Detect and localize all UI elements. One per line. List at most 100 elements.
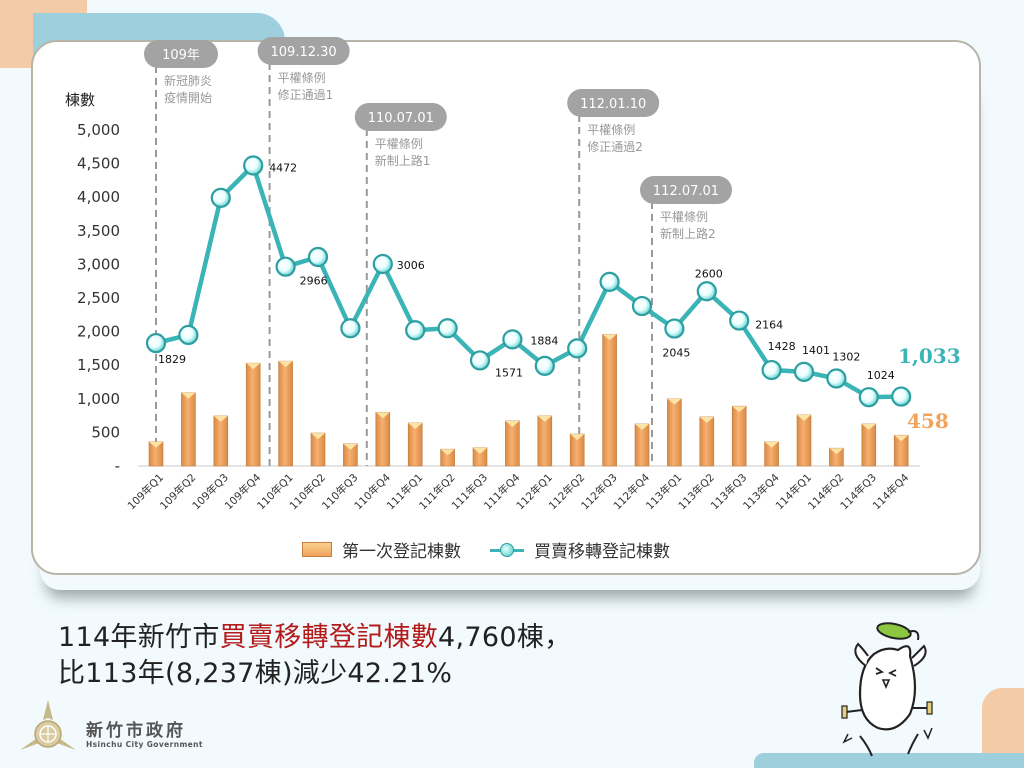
line-marker — [631, 295, 653, 317]
line-marker — [437, 318, 458, 339]
legend-bar-label: 第一次登記棟數 — [342, 542, 461, 562]
data-label: 2164 — [755, 319, 783, 332]
bar — [602, 333, 617, 467]
data-label: 4472 — [269, 161, 297, 174]
data-label: 1571 — [495, 366, 523, 379]
bar — [569, 433, 585, 467]
line-marker — [243, 155, 264, 176]
line-marker — [858, 387, 879, 408]
line-marker — [275, 256, 296, 277]
annotation-text: 平權條例 — [587, 123, 635, 137]
logo-name-english: Hsinchu City Government — [86, 740, 203, 749]
bar-end-value-label: 458 — [907, 409, 949, 433]
line-marker — [178, 324, 199, 346]
data-label: 1829 — [158, 353, 186, 366]
hsinchu-city-emblem-icon — [20, 700, 76, 750]
annotation-date: 112.07.01 — [653, 184, 719, 199]
y-tick-label: 2,000 — [77, 323, 120, 341]
line-marker — [340, 318, 361, 339]
line-end-value-label: 1,033 — [898, 344, 961, 368]
y-axis-unit-label: 棟數 — [65, 91, 96, 109]
line-marker — [599, 271, 620, 292]
bar — [181, 392, 196, 467]
data-label: 2966 — [300, 275, 328, 288]
data-label: 2600 — [695, 267, 723, 280]
y-tick-label: 2,500 — [77, 289, 120, 307]
legend-line-label: 買賣移轉登記棟數 — [534, 542, 670, 562]
y-tick-label: 3,000 — [77, 255, 120, 273]
y-tick-label: 3,500 — [77, 222, 120, 240]
y-tick-label: 1,000 — [77, 390, 120, 408]
data-label: 1302 — [832, 351, 860, 364]
line-marker — [891, 386, 912, 407]
line-marker — [567, 338, 588, 359]
data-label: 1024 — [867, 369, 895, 382]
annotation-text: 修正通過1 — [278, 87, 334, 102]
bar — [731, 405, 747, 467]
annotation-text: 新冠肺炎 — [164, 73, 212, 88]
data-label: 2045 — [662, 347, 690, 360]
bar — [634, 423, 650, 467]
y-tick-label: 1,500 — [77, 356, 120, 374]
x-tick-label: 114年Q4 — [870, 471, 912, 513]
line-marker — [826, 368, 847, 389]
bar — [505, 420, 520, 467]
headline-line-1: 114年新竹市買賣移轉登記棟數4,760棟， — [58, 622, 572, 653]
chart-panel — [31, 40, 981, 575]
annotation-text: 修正通過2 — [587, 139, 643, 154]
bar — [796, 414, 812, 467]
annotation-date: 109.12.30 — [271, 45, 337, 60]
bar — [148, 441, 164, 467]
line-marker — [696, 281, 717, 302]
annotation-text: 平權條例 — [278, 71, 326, 85]
y-tick-label: 5,000 — [77, 121, 120, 139]
line-marker — [372, 253, 393, 275]
line-marker — [729, 310, 750, 331]
headline-highlight: 買賣移轉登記棟數 — [219, 622, 439, 653]
legend-item-line: 買賣移轉登記棟數 — [490, 537, 670, 562]
line-series — [155, 163, 902, 400]
annotation-date: 110.07.01 — [368, 111, 434, 126]
annotation-text: 新制上路2 — [660, 226, 716, 241]
line-marker — [307, 246, 329, 268]
line-marker — [534, 355, 555, 376]
bar — [537, 415, 553, 467]
bar — [407, 422, 423, 467]
line-marker — [793, 361, 815, 382]
bar — [893, 434, 909, 467]
line-marker — [145, 332, 167, 354]
sprout-mascot-icon — [841, 622, 933, 757]
annotation-text: 平權條例 — [660, 210, 708, 224]
headline-summary: 114年新竹市買賣移轉登記棟數4,760棟， 比113年(8,237棟)減少42… — [58, 620, 571, 692]
bar — [245, 362, 261, 467]
bar — [861, 423, 877, 467]
legend-item-bar: 第一次登記棟數 — [302, 537, 461, 562]
bar — [440, 448, 455, 467]
bar — [343, 443, 358, 467]
legend-bar-swatch-icon — [302, 542, 332, 557]
annotation-text: 平權條例 — [375, 137, 423, 151]
bar — [310, 432, 326, 467]
decor-blue-strip-bottom-right — [754, 753, 1024, 768]
combo-chart: - 500 1,000 1,500 2,000 2,500 3,000 3,500 4,000 4… — [77, 37, 961, 513]
data-label: 1884 — [530, 334, 558, 347]
data-label: 1428 — [768, 340, 796, 353]
y-tick-label: - — [115, 457, 120, 475]
bar — [472, 447, 488, 467]
y-tick-label: 4,000 — [77, 188, 120, 206]
annotation-text: 新制上路1 — [375, 153, 431, 168]
bar — [278, 360, 293, 467]
annotation-date: 112.01.10 — [580, 97, 646, 112]
line-marker — [210, 187, 231, 208]
bar — [667, 398, 682, 467]
annotation-date: 109年 — [162, 48, 200, 63]
annotation-text: 疫情開始 — [164, 90, 212, 105]
legend-line-marker-icon — [490, 542, 524, 557]
bar — [375, 411, 391, 467]
line-marker — [761, 359, 782, 381]
